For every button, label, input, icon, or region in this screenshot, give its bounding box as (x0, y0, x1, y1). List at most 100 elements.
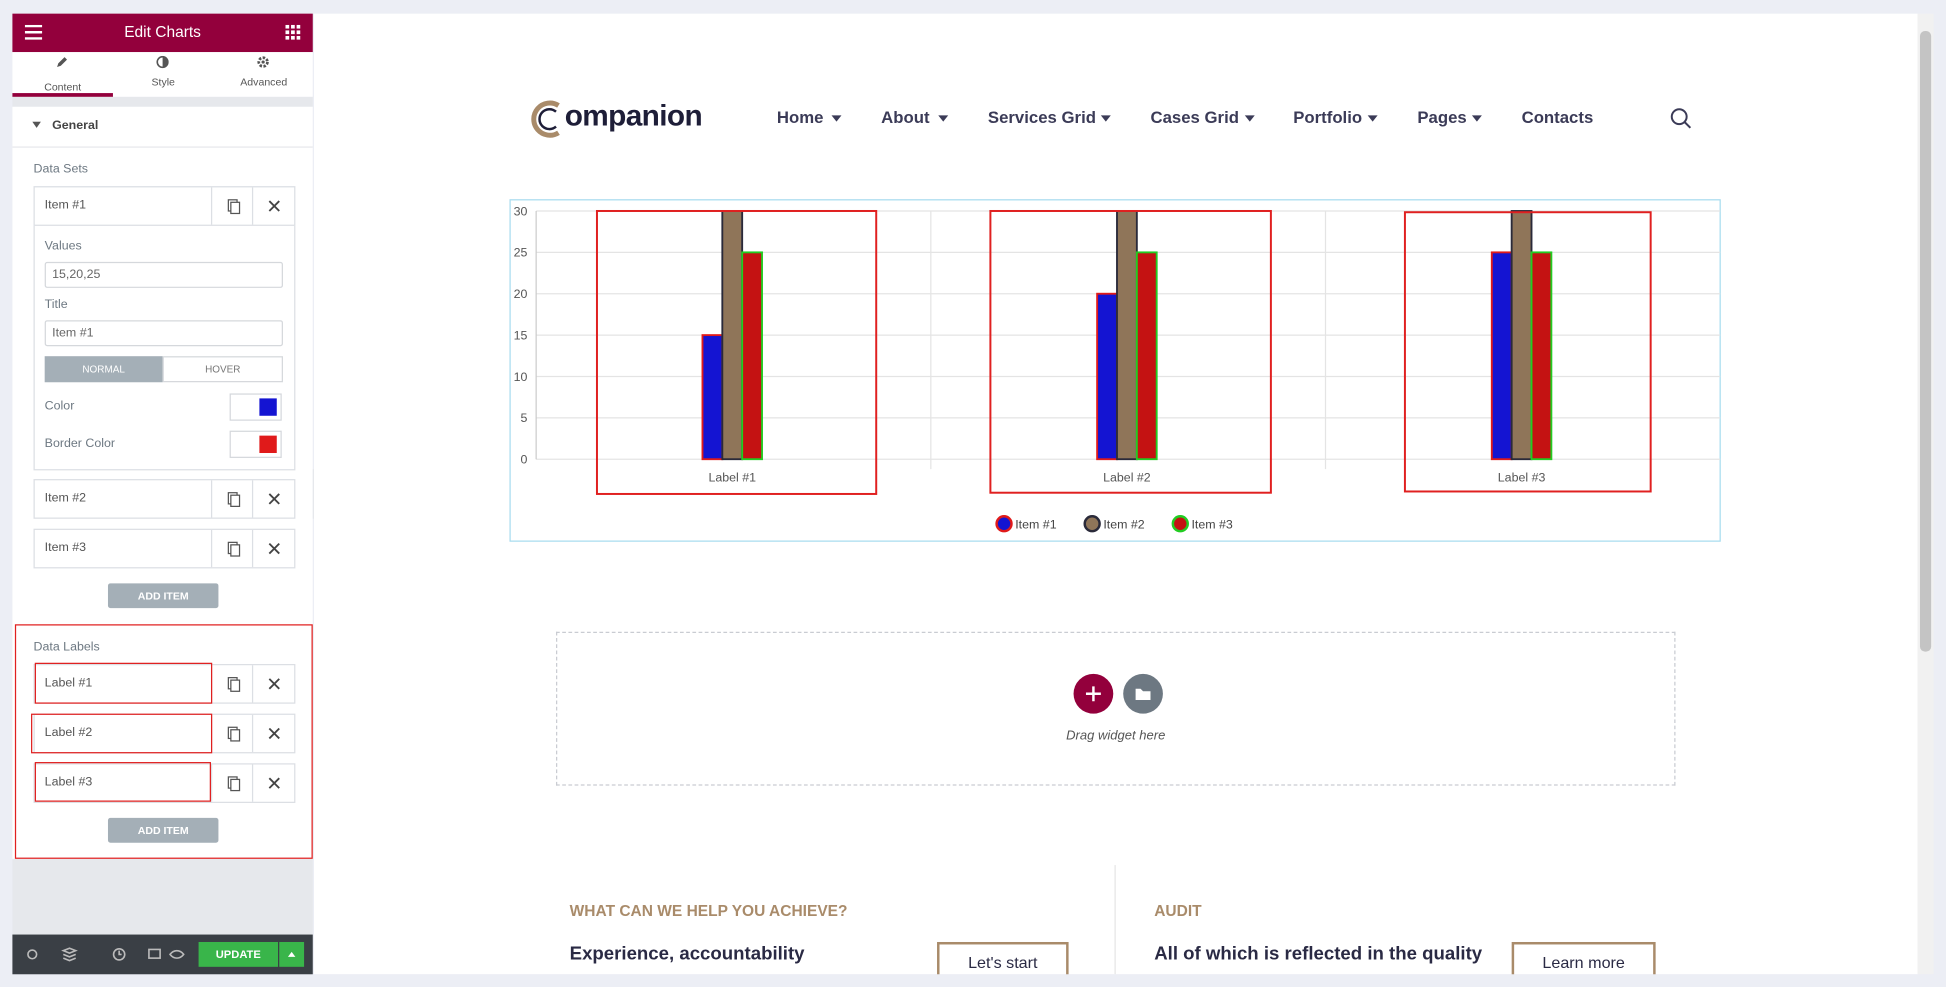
label: Title (44, 297, 68, 312)
scroll-thumb[interactable] (1919, 31, 1932, 652)
add-button[interactable]: ADD ITEM (107, 583, 219, 609)
sidebar-header: Edit Charts (12, 13, 313, 53)
pencil-icon (57, 57, 68, 68)
tabs: Content Style Advanced (12, 52, 313, 97)
y-tick-label: 30 (514, 204, 528, 218)
bar (1135, 251, 1158, 461)
row-title: Item #2 (44, 491, 87, 506)
close-icon (268, 493, 280, 505)
caret (287, 951, 296, 957)
bar (741, 251, 763, 461)
tab[interactable]: Advanced (240, 75, 288, 89)
label: Values (44, 239, 82, 254)
copy-icon (227, 776, 241, 792)
dropzone: Drag widget here (556, 631, 1676, 786)
remove-button[interactable] (251, 529, 295, 568)
add-button[interactable]: ADD ITEM (107, 817, 219, 843)
legend-swatch (1171, 515, 1189, 533)
scrollbar (1917, 13, 1934, 975)
copy-icon (227, 199, 241, 215)
logo[interactable]: ompanion (564, 99, 703, 133)
section-heading: AUDIT (1154, 902, 1202, 920)
row-title: Label #1 (44, 676, 93, 691)
y-tick-label: 15 (514, 328, 528, 342)
close-icon (268, 542, 280, 555)
x-tick-label: Label #1 (708, 471, 756, 485)
tab[interactable]: Content (44, 80, 82, 94)
close-icon (268, 678, 280, 690)
label: Border Color (44, 436, 116, 451)
logo-mark[interactable] (529, 99, 569, 139)
bottom-edge (313, 974, 1934, 987)
tab[interactable]: Style (151, 75, 175, 89)
title-input[interactable]: Item #1 (44, 320, 283, 347)
copy-button[interactable] (210, 529, 253, 568)
swatch (259, 435, 277, 454)
highlight (34, 662, 213, 704)
footer-bar: UPDATE (12, 934, 313, 975)
repeater-row[interactable]: Label #3 (33, 763, 296, 803)
update-button[interactable]: UPDATE (198, 941, 279, 967)
nav-item[interactable]: About (881, 107, 930, 127)
nav-item[interactable]: Cases Grid (1150, 107, 1239, 127)
remove-button[interactable] (251, 665, 295, 703)
section-title[interactable]: General (52, 119, 99, 133)
bar (1116, 210, 1138, 461)
button-text: UPDATE (215, 948, 261, 961)
copy-button[interactable] (210, 480, 253, 518)
menu-icon[interactable] (24, 24, 43, 40)
repeater-row[interactable]: Item #2 (33, 479, 296, 519)
row-title: Item #3 (44, 541, 87, 555)
nav-item[interactable]: Portfolio (1293, 107, 1363, 127)
repeater-row[interactable]: Item #1 (33, 186, 296, 226)
button-text: ADD ITEM (137, 589, 189, 602)
nav-item[interactable]: Home (776, 107, 824, 127)
legend-label: Item #2 (1103, 518, 1144, 532)
folder-icon (1135, 688, 1151, 700)
footer-icons[interactable] (25, 947, 186, 962)
nav-item[interactable]: Services Grid (987, 107, 1096, 127)
add-section[interactable] (1073, 673, 1114, 714)
color-picker[interactable] (229, 430, 282, 458)
nav-item[interactable]: Pages (1417, 107, 1467, 127)
bar (1510, 210, 1533, 461)
remove-button[interactable] (251, 187, 295, 225)
remove-button[interactable] (251, 764, 295, 802)
section-heading: WHAT CAN WE HELP YOU ACHIEVE? (569, 902, 848, 920)
template-button[interactable] (1123, 673, 1163, 714)
bar (1490, 251, 1513, 461)
highlight (14, 624, 313, 859)
copy-icon (227, 726, 241, 742)
section-text: Experience, accountability (569, 943, 805, 965)
row-title: Label #2 (44, 726, 93, 740)
section-text: All of which is reflected in the quality (1154, 943, 1483, 965)
y-tick-label: 0 (521, 453, 528, 467)
copy-button[interactable] (210, 187, 253, 225)
state-tab[interactable]: HOVER (162, 356, 283, 383)
divider (12, 146, 313, 148)
legend-label: Item #3 (1191, 518, 1232, 532)
highlight (31, 713, 213, 754)
color-picker[interactable] (229, 393, 282, 421)
x-tick-label: Label #2 (1103, 471, 1151, 485)
repeater-row[interactable]: Item #3 (33, 528, 296, 569)
divider (1114, 865, 1116, 975)
nav-item[interactable]: Contacts (1521, 107, 1594, 127)
values-input[interactable]: 15,20,25 (44, 261, 283, 288)
update-menu[interactable] (279, 941, 305, 967)
y-tick-label: 5 (521, 411, 528, 425)
caret (32, 121, 41, 128)
gear-icon (257, 56, 269, 68)
remove-button[interactable] (251, 480, 295, 518)
highlight (34, 762, 211, 802)
swatch (259, 398, 277, 416)
preview (313, 13, 1918, 975)
repeater-row[interactable]: Label #2 (33, 713, 296, 754)
state-tab[interactable]: NORMAL (44, 356, 163, 383)
apps-icon[interactable] (285, 24, 301, 40)
remove-button[interactable] (251, 714, 295, 753)
copy-button[interactable] (210, 764, 253, 802)
